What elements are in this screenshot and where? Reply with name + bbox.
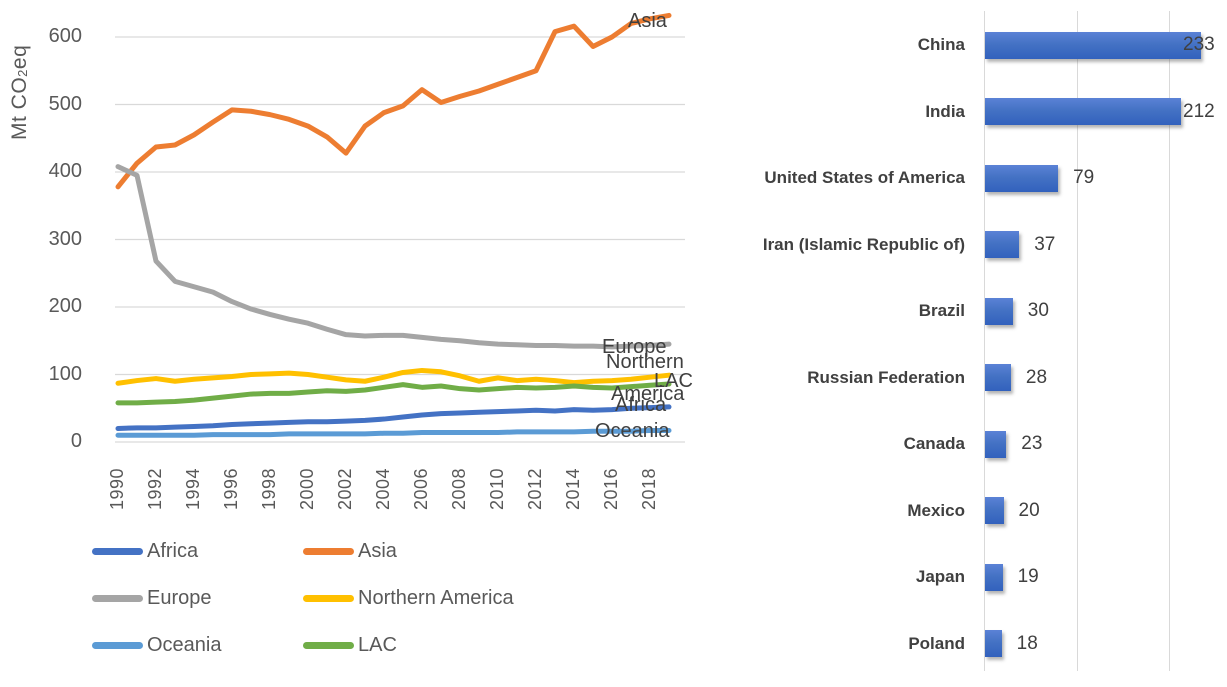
series-line-lac	[115, 381, 672, 406]
legend-label: Africa	[147, 540, 199, 562]
legend-label: Europe	[147, 587, 212, 609]
legend-swatch	[92, 547, 143, 555]
legend-swatch	[303, 547, 354, 555]
bar-category-label: China	[917, 35, 965, 54]
legend-item-africa: Africa	[92, 541, 198, 561]
y-tick-label: 400	[48, 160, 82, 182]
series-end-label-europe: Europe	[602, 336, 667, 358]
legend-swatch	[303, 641, 354, 649]
x-tick-label: 2016	[601, 467, 621, 510]
series-end-label-africa: Africa	[615, 394, 667, 416]
x-tick-label: 1990	[107, 467, 127, 510]
bar-value-label: 212	[1183, 100, 1215, 122]
series-line-europe	[115, 164, 672, 350]
bar-category-label: Iran (Islamic Republic of)	[762, 234, 965, 254]
legend-item-northern-america: Northern America	[303, 588, 514, 608]
x-tick-label: 2002	[335, 467, 355, 510]
bar	[985, 364, 1011, 391]
legend-item-oceania: Oceania	[92, 635, 222, 655]
bar-value-label: 18	[1016, 632, 1038, 654]
series-end-label-oceania: Oceania	[595, 420, 670, 442]
bar	[985, 164, 1059, 192]
bar	[985, 31, 1201, 59]
bar	[985, 297, 1013, 325]
y-axis-title-subscript: 2	[14, 69, 30, 77]
y-tick-label: 600	[48, 25, 82, 47]
series-line-asia	[115, 12, 672, 190]
bar-category-label: Russian Federation	[807, 367, 965, 387]
bar-gridline	[1077, 11, 1078, 671]
x-tick-label: 1998	[259, 467, 279, 510]
x-tick-label: 2004	[373, 467, 393, 510]
bar-category-label: Poland	[908, 633, 965, 653]
bar-value-label: 79	[1073, 167, 1095, 188]
bar-category-label: Brazil	[918, 301, 965, 320]
x-tick-label: 1992	[145, 467, 165, 510]
bar-category-label: India	[925, 101, 965, 121]
legend-swatch	[92, 594, 143, 602]
bar	[985, 497, 1004, 524]
legend-label: Asia	[358, 540, 397, 562]
bar-category-label: United States of America	[764, 168, 965, 187]
bar	[985, 630, 1002, 657]
bar-value-label: 30	[1027, 300, 1049, 321]
legend-item-europe: Europe	[92, 588, 212, 608]
line-plot-area	[115, 12, 685, 443]
y-tick-label: 300	[48, 227, 82, 250]
x-tick-label: 2018	[639, 467, 659, 510]
series-end-label-lac: LAC	[654, 370, 693, 392]
bar-gridline	[1169, 11, 1170, 671]
y-tick-label: 500	[48, 92, 82, 115]
bar	[985, 430, 1007, 458]
y-tick-label: 200	[48, 295, 82, 317]
x-tick-label: 2010	[487, 467, 507, 510]
series-line-africa	[115, 404, 672, 431]
y-tick-label: 0	[70, 430, 82, 452]
bar-category-label: Mexico	[907, 500, 965, 520]
bar-value-label: 233	[1183, 34, 1215, 55]
bar-value-label: 28	[1025, 366, 1048, 388]
legend-item-lac: LAC	[303, 635, 397, 655]
x-tick-label: 2008	[449, 467, 469, 510]
bar-gridline	[984, 11, 985, 671]
bar	[985, 231, 1020, 258]
x-tick-label: 1996	[221, 467, 241, 510]
x-tick-label: 2006	[411, 467, 431, 510]
bar	[985, 98, 1182, 125]
bar	[985, 563, 1003, 591]
series-end-label-northern: Northern	[606, 351, 684, 373]
legend-label: Northern America	[358, 587, 514, 609]
series-line-oceania	[115, 428, 672, 438]
series-line-northern-america	[115, 367, 672, 386]
x-tick-label: 2012	[525, 467, 545, 510]
bar-category-label: Japan	[915, 567, 965, 586]
x-tick-label: 1994	[183, 467, 203, 510]
y-tick-label: 100	[48, 362, 82, 385]
series-end-label-asia: Asia	[628, 10, 667, 32]
legend-swatch	[92, 641, 143, 649]
y-axis-title-unit: eq	[8, 44, 31, 70]
legend-label: LAC	[358, 634, 397, 656]
x-tick-label: 2014	[563, 467, 583, 510]
bar-category-label: Canada	[903, 434, 965, 453]
x-tick-label: 2000	[297, 467, 317, 510]
bar-value-label: 20	[1018, 499, 1040, 521]
legend-label: Oceania	[147, 634, 222, 656]
bar-value-label: 37	[1034, 233, 1056, 255]
legend-swatch	[303, 594, 354, 602]
bar-value-label: 23	[1021, 433, 1043, 454]
legend-item-asia: Asia	[303, 541, 397, 561]
bar-value-label: 19	[1017, 566, 1039, 587]
series-end-label-america: America	[611, 383, 685, 405]
